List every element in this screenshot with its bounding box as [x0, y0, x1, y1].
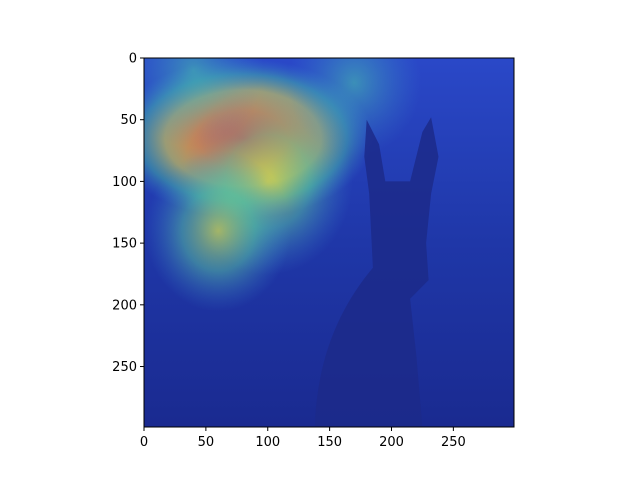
- x-axis: 0 50 100 150 200 250: [140, 427, 466, 450]
- x-tick-label: 0: [140, 435, 148, 450]
- x-tick-label: 50: [198, 435, 215, 450]
- heatmap-hotspot: [287, 58, 422, 157]
- y-tick-label: 100: [112, 175, 137, 190]
- y-tick-label: 200: [112, 298, 137, 313]
- heatmap-hotspot: [145, 150, 292, 312]
- plot-area: [144, 58, 514, 427]
- x-tick-label: 100: [255, 435, 280, 450]
- x-tick-label: 250: [441, 435, 466, 450]
- y-tick-label: 150: [112, 237, 137, 252]
- llama-silhouette: [314, 117, 439, 427]
- plot-frame: [143, 57, 515, 428]
- y-tick-label: 250: [112, 360, 137, 375]
- y-tick-label: 50: [120, 113, 137, 128]
- x-tick-label: 150: [317, 435, 342, 450]
- y-tick-label: 0: [129, 52, 137, 67]
- heatmap-hotspot: [144, 58, 264, 148]
- heatmap-overlay: [144, 58, 422, 312]
- y-axis: 0 50 100 150 200 250: [112, 52, 144, 375]
- x-tick-label: 200: [379, 435, 404, 450]
